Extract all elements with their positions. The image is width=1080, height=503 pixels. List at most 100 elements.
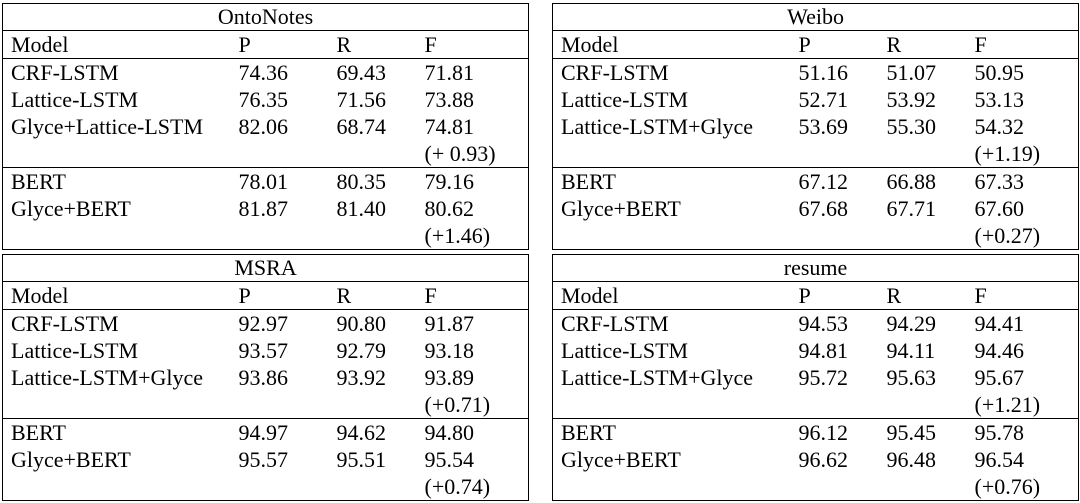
empty-cell: [328, 473, 417, 501]
model-name-cell: CRF-LSTM: [2, 309, 231, 337]
empty-cell: [878, 473, 967, 501]
model-name-cell: BERT: [2, 167, 231, 195]
results-table-msra: MSRA Model P R F CRF-LSTM 92.97 90.80 91.87 Latti…: [1, 254, 530, 501]
column-header: Model: [552, 281, 791, 310]
column-header-row: Model P R F: [2, 30, 530, 59]
score-cell-f: 73.88: [416, 86, 530, 113]
score-cell-p: 96.12: [790, 418, 879, 446]
score-cell-p: 94.53: [790, 309, 879, 337]
gain-row: (+0.71): [2, 391, 530, 419]
score-cell-f: 93.18: [416, 337, 530, 364]
empty-cell: [230, 473, 329, 501]
score-cell-r: 71.56: [336, 87, 387, 112]
gain-row: (+1.46): [2, 222, 530, 250]
score-cell-f: 74.81: [416, 113, 530, 140]
empty-cell: [329, 391, 417, 419]
table-row: Lattice-LSTM 93.57 92.79 93.18: [2, 337, 530, 364]
score-cell-r: 51.07: [878, 58, 967, 86]
score-cell-r: 81.40: [336, 196, 387, 221]
gain-row: (+1.19): [552, 140, 1080, 168]
empty-cell: [2, 140, 231, 168]
empty-cell: [328, 222, 417, 250]
model-name-cell: CRF-LSTM: [2, 58, 231, 86]
score-cell-f: 71.81: [416, 58, 530, 86]
column-header: F: [416, 30, 530, 59]
empty-cell: [879, 391, 967, 419]
table-row: BERT 67.12 66.88 67.33: [552, 167, 1080, 195]
table-title: Weibo: [551, 3, 1080, 31]
table-title: OntoNotes: [1, 3, 530, 31]
score-cell-f: 94.41: [966, 309, 1080, 337]
score-cell-f: 96.54: [966, 446, 1080, 473]
model-name-cell: Glyce+Lattice-LSTM: [2, 113, 231, 140]
results-table-resume: resume Model P R F CRF-LSTM 94.53 94.29 94.41 Lat…: [551, 254, 1080, 501]
score-cell-p: 93.86: [238, 365, 289, 390]
model-name-cell: BERT: [2, 418, 231, 446]
gain-row: (+0.76): [552, 473, 1080, 501]
empty-cell: [552, 222, 791, 250]
column-header: P: [790, 30, 879, 59]
table-row: CRF-LSTM 92.97 90.80 91.87: [2, 309, 530, 337]
score-cell-r: 93.92: [336, 365, 387, 390]
table-row: BERT 96.12 95.45 95.78: [552, 418, 1080, 446]
score-cell-p: 95.72: [798, 365, 849, 390]
score-cell-p: 52.71: [798, 87, 849, 112]
score-cell-r: 94.62: [328, 418, 417, 446]
f-gain-cell: (+1.46): [416, 222, 530, 250]
column-header: R: [328, 30, 417, 59]
score-cell-p: 78.01: [230, 167, 329, 195]
empty-cell: [552, 391, 791, 419]
results-table: resume Model P R F CRF-LSTM 94.53 94.29 94.41 Lat…: [551, 254, 1080, 501]
model-name-cell: Lattice-LSTM: [552, 86, 791, 113]
score-cell-r: 95.51: [336, 447, 387, 472]
column-header-row: Model P R F: [552, 30, 1080, 59]
table-row: BERT 94.97 94.62 94.80: [2, 418, 530, 446]
model-name-cell: Glyce+BERT: [552, 195, 791, 222]
table-title: MSRA: [1, 254, 530, 282]
f-gain-cell: (+0.27): [966, 222, 1080, 250]
empty-cell: [552, 473, 791, 501]
score-cell-r: 95.45: [878, 418, 967, 446]
model-name-cell: Glyce+BERT: [2, 195, 231, 222]
score-cell-r: 53.92: [886, 87, 937, 112]
score-cell-r: 94.11: [886, 338, 936, 363]
column-header-row: Model P R F: [2, 281, 530, 310]
f-gain-cell: (+0.74): [416, 473, 530, 501]
table-row: CRF-LSTM 94.53 94.29 94.41: [552, 309, 1080, 337]
gain-row: (+ 0.93): [2, 140, 530, 168]
model-name-cell: CRF-LSTM: [552, 58, 791, 86]
table-row: BERT 78.01 80.35 79.16: [2, 167, 530, 195]
model-name-cell: Lattice-LSTM+Glyce: [552, 364, 791, 391]
score-cell-f: 94.80: [416, 418, 530, 446]
score-cell-p: 81.87: [238, 196, 289, 221]
model-name-cell: CRF-LSTM: [552, 309, 791, 337]
score-cell-r: 90.80: [328, 309, 417, 337]
score-cell-p: 96.62: [798, 447, 849, 472]
score-cell-p: 94.81: [798, 338, 849, 363]
score-cell-r: 67.71: [886, 196, 937, 221]
results-table-ontonotes: OntoNotes Model P R F CRF-LSTM 74.36 69.43 71.81…: [1, 3, 530, 250]
empty-cell: [329, 140, 417, 168]
table-title: resume: [551, 254, 1080, 282]
empty-cell: [231, 140, 329, 168]
column-header: F: [966, 30, 1080, 59]
results-table-weibo: Weibo Model P R F CRF-LSTM 51.16 51.07 50.95 Latt…: [551, 3, 1080, 250]
f-gain-cell: (+0.71): [416, 391, 530, 419]
f-gain-cell: (+1.21): [966, 391, 1080, 419]
model-name-cell: BERT: [552, 167, 791, 195]
score-cell-r: 95.63: [886, 365, 937, 390]
results-table: OntoNotes Model P R F CRF-LSTM 74.36 69.43 71.81…: [1, 3, 530, 250]
empty-cell: [791, 140, 879, 168]
table-row: Lattice-LSTM 94.81 94.11 94.46: [552, 337, 1080, 364]
score-cell-f: 79.16: [416, 167, 530, 195]
column-header: P: [230, 30, 329, 59]
empty-cell: [790, 473, 879, 501]
model-name-cell: Lattice-LSTM: [552, 337, 791, 364]
column-header-row: Model P R F: [552, 281, 1080, 310]
column-header: Model: [552, 30, 791, 59]
table-row: Lattice-LSTM+Glyce 95.72 95.63 95.67: [552, 364, 1080, 391]
gain-row: (+0.27): [552, 222, 1080, 250]
score-cell-r: 96.48: [886, 447, 937, 472]
model-name-cell: Glyce+BERT: [552, 446, 791, 473]
score-cell-f: 95.78: [966, 418, 1080, 446]
